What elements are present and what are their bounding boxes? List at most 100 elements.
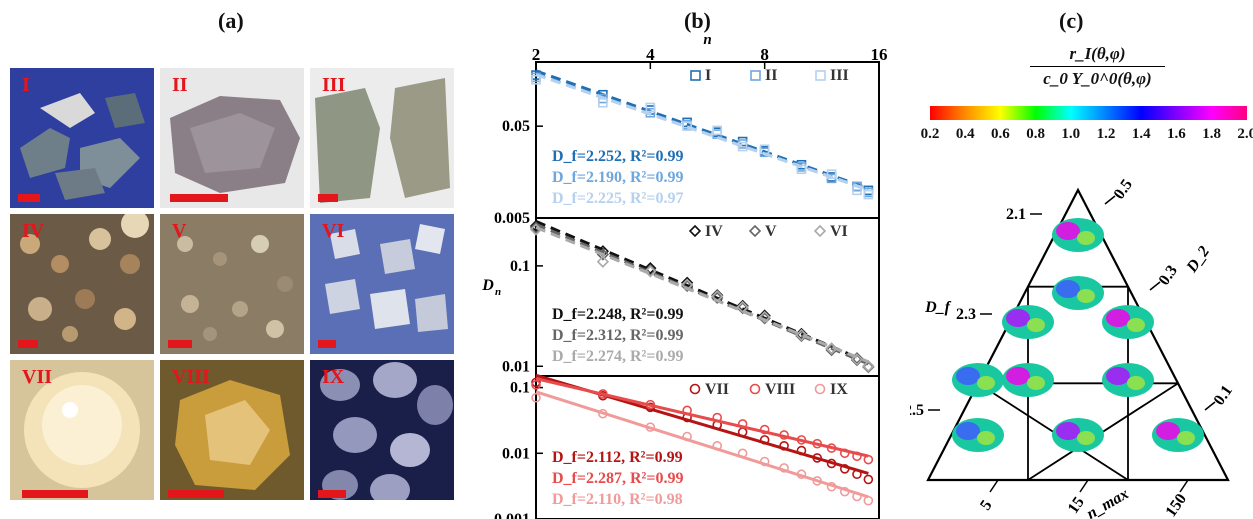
grain-illustration — [24, 372, 140, 488]
data-point — [852, 185, 862, 196]
sample-image-i: I — [10, 68, 154, 208]
left-tick-label: 2.5 — [910, 402, 924, 419]
sample-image-ii: II — [160, 68, 304, 208]
colorbar-tick-label: 1.6 — [1167, 126, 1186, 142]
legend-marker — [688, 224, 702, 238]
data-point — [759, 435, 770, 445]
legend-label: IX — [830, 381, 848, 398]
legend-label: II — [765, 67, 777, 84]
panel-a-label: (a) — [218, 8, 244, 33]
data-point — [737, 419, 748, 429]
scale-bar — [318, 490, 346, 498]
left-axis-label: D_f — [924, 299, 952, 316]
x-axis-label: n — [703, 32, 711, 48]
sample-image-vii: VII — [10, 360, 154, 500]
colorbar-tick-label: 0.6 — [991, 126, 1010, 142]
colorbar-tick-label: 0.4 — [955, 126, 975, 142]
grain-illustration — [320, 362, 453, 500]
particle-shape — [1102, 363, 1154, 397]
particle-shape — [1052, 218, 1104, 252]
legend-label: VII — [705, 381, 729, 398]
bottom-tick — [1179, 479, 1189, 493]
legend-marker — [689, 383, 701, 395]
fit-line — [535, 73, 869, 192]
sample-label: I — [22, 74, 30, 96]
data-point — [825, 342, 838, 355]
colorbar — [930, 106, 1247, 120]
sample-label: VII — [22, 366, 53, 388]
data-point — [796, 445, 807, 456]
data-point — [529, 221, 543, 234]
scale-bar — [168, 490, 224, 498]
data-point — [758, 312, 771, 325]
data-point — [682, 431, 692, 442]
fit-line — [535, 220, 869, 364]
right-tick — [1204, 401, 1216, 411]
data-point — [863, 495, 874, 506]
data-point — [796, 469, 807, 480]
data-point — [712, 412, 723, 423]
scale-bar — [170, 194, 228, 202]
y-axis-label-sub: n — [495, 286, 501, 298]
scale-bar — [318, 340, 336, 348]
fit-annotation: D_f=2.225, R²=0.97 — [552, 190, 683, 207]
left-tick-label: 2.1 — [1006, 206, 1026, 223]
bottom-tick-label: 15 — [1065, 494, 1088, 517]
image-grid: I II III IV — [10, 68, 460, 516]
particle-shape — [1002, 363, 1054, 397]
crushed-glass-illustration — [325, 224, 448, 332]
x-tick-label: 16 — [871, 45, 888, 64]
rock-illustration — [315, 78, 450, 203]
data-point — [645, 422, 656, 432]
data-point — [863, 454, 874, 465]
y-tick-label: 0.1 — [510, 258, 530, 275]
data-point — [862, 360, 875, 373]
data-point — [779, 440, 789, 451]
sample-label: IX — [322, 366, 345, 388]
data-point — [863, 474, 874, 485]
sample-image-viii: VIII — [160, 360, 304, 500]
sample-image-iii: III — [310, 68, 454, 208]
particle-shape — [1052, 276, 1104, 310]
sample-label: VI — [322, 220, 345, 242]
data-point — [812, 438, 822, 449]
legend-marker — [750, 70, 761, 81]
fit-annotation: D_f=2.274, R²=0.99 — [552, 348, 683, 365]
data-point — [596, 255, 610, 268]
fit-line — [535, 226, 869, 364]
data-point — [712, 440, 723, 451]
data-point — [736, 300, 749, 314]
fit-annotation: D_f=2.190, R²=0.99 — [552, 169, 683, 186]
data-point — [737, 141, 748, 152]
x-tick-label: 8 — [760, 45, 769, 64]
sand-illustration — [177, 235, 293, 341]
sample-image-iv: IV — [10, 214, 154, 354]
y-tick-label: 0.01 — [502, 445, 530, 462]
data-point — [644, 261, 657, 275]
sample-image-v: V — [160, 214, 304, 354]
legend-label: V — [765, 223, 777, 240]
data-point — [531, 392, 541, 403]
legend-marker — [690, 70, 701, 81]
scale-bar — [168, 340, 192, 348]
data-point — [682, 121, 692, 131]
data-point — [852, 491, 862, 502]
data-point — [839, 464, 850, 474]
data-point — [795, 328, 808, 342]
data-point — [759, 424, 770, 435]
data-point — [598, 408, 608, 419]
fit-annotation: D_f=2.112, R²=0.99 — [552, 449, 683, 466]
sample-label: V — [172, 220, 187, 242]
x-tick-label: 2 — [532, 45, 541, 64]
colorbar-tick-label: 1.4 — [1131, 126, 1151, 142]
particle-shape — [1102, 305, 1154, 339]
left-tick-label: 2.3 — [956, 306, 976, 323]
data-point — [711, 289, 724, 303]
data-point — [852, 469, 862, 480]
fit-annotation: D_f=2.312, R²=0.99 — [552, 327, 683, 344]
bottom-tick-label: 5 — [977, 497, 996, 513]
y-tick-label: 0.05 — [502, 118, 530, 135]
colorbar-ticks: 0.2 0.4 0.6 0.8 1.0 1.2 1.4 1.6 1.8 2.0 — [912, 126, 1253, 146]
scale-bar — [18, 340, 38, 348]
sample-label: III — [322, 74, 346, 96]
